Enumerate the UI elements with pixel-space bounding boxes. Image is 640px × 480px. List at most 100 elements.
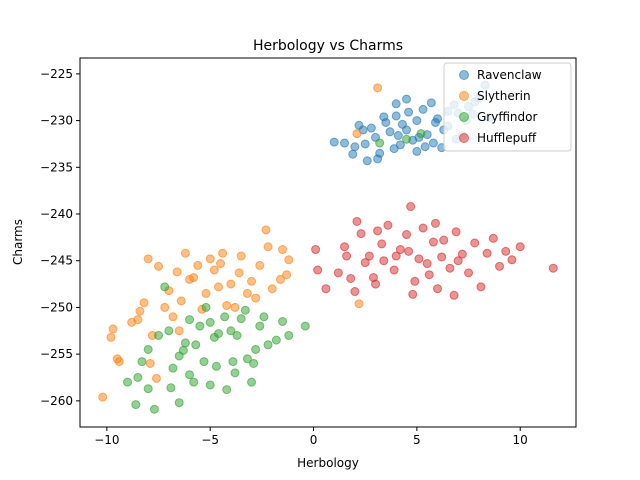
data-point: [145, 358, 155, 368]
data-point: [213, 329, 223, 339]
data-point: [180, 248, 190, 258]
data-point: [373, 154, 383, 164]
data-point: [108, 324, 118, 334]
data-point: [395, 245, 405, 255]
data-point: [205, 380, 215, 390]
data-point: [482, 248, 492, 258]
data-point: [131, 400, 141, 410]
data-point: [340, 138, 350, 148]
data-point: [352, 216, 362, 226]
x-axis-label: Herbology: [297, 456, 359, 470]
data-point: [114, 357, 124, 367]
data-point: [255, 260, 265, 270]
data-point: [379, 256, 389, 266]
data-point: [412, 116, 422, 126]
data-point: [437, 252, 447, 262]
data-point: [236, 314, 246, 324]
data-point: [329, 137, 339, 147]
data-point: [168, 312, 178, 322]
y-tick-label: −240: [40, 207, 73, 221]
data-point: [205, 254, 215, 264]
data-point: [439, 235, 449, 245]
data-point: [515, 242, 525, 252]
data-point: [313, 265, 323, 275]
data-point: [226, 279, 236, 289]
data-point: [166, 383, 176, 393]
data-point: [391, 111, 401, 121]
data-point: [185, 370, 195, 380]
data-point: [476, 282, 486, 292]
data-point: [278, 316, 288, 326]
data-point: [430, 218, 440, 228]
data-point: [284, 330, 294, 340]
data-point: [135, 306, 145, 316]
data-point: [402, 94, 412, 104]
data-point: [410, 276, 420, 286]
data-point: [373, 226, 383, 236]
data-point: [404, 107, 414, 117]
x-tick-label: 5: [413, 433, 421, 447]
data-point: [205, 317, 215, 327]
data-point: [209, 265, 219, 275]
data-point: [247, 377, 257, 387]
data-point: [430, 117, 440, 127]
data-point: [416, 129, 426, 139]
data-point: [397, 119, 407, 129]
data-point: [366, 123, 376, 133]
y-tick-label: −250: [40, 300, 73, 314]
legend-box: [443, 62, 572, 152]
data-point: [451, 227, 461, 237]
legend-label: Gryffindor: [477, 110, 538, 124]
y-tick-label: −245: [40, 254, 73, 268]
data-point: [389, 144, 399, 154]
data-point: [185, 315, 195, 325]
data-point: [364, 251, 374, 261]
y-tick-label: −230: [40, 114, 73, 128]
data-point: [284, 255, 294, 265]
data-point: [333, 268, 343, 278]
data-point: [174, 326, 184, 336]
x-axis-ticks: −10 −5 0 5 10: [94, 427, 528, 447]
data-point: [449, 290, 459, 300]
data-point: [180, 338, 190, 348]
data-point: [282, 270, 292, 280]
data-point: [178, 345, 188, 355]
x-tick-label: −5: [201, 433, 219, 447]
data-point: [340, 242, 350, 252]
y-tick-label: −225: [40, 67, 73, 81]
data-point: [160, 282, 170, 292]
legend: Ravenclaw Slytherin Gryffindor Hufflepuff: [443, 62, 572, 152]
data-point: [457, 249, 467, 259]
data-point: [228, 357, 238, 367]
legend-marker: [459, 133, 469, 143]
data-point: [350, 142, 360, 152]
data-point: [137, 357, 147, 367]
data-point: [98, 392, 108, 402]
data-point: [263, 340, 273, 350]
data-point: [379, 112, 389, 122]
data-point: [230, 302, 240, 312]
data-point: [406, 202, 416, 212]
data-point: [251, 344, 261, 354]
data-point: [362, 156, 372, 166]
data-point: [418, 104, 428, 114]
data-point: [164, 326, 174, 336]
y-tick-label: −235: [40, 160, 73, 174]
data-point: [412, 146, 422, 156]
series-hufflepuff: [311, 202, 558, 300]
data-point: [368, 273, 378, 283]
series-gryffindor: [123, 129, 426, 414]
data-point: [453, 256, 463, 266]
data-point: [160, 302, 170, 312]
data-point: [189, 273, 199, 283]
data-point: [402, 134, 412, 144]
legend-label: Hufflepuff: [477, 131, 537, 145]
data-point: [143, 344, 153, 354]
data-point: [255, 321, 265, 331]
data-point: [428, 237, 438, 247]
data-point: [393, 131, 403, 141]
data-point: [259, 312, 269, 322]
data-point: [470, 238, 480, 248]
legend-label: Ravenclaw: [477, 68, 542, 82]
